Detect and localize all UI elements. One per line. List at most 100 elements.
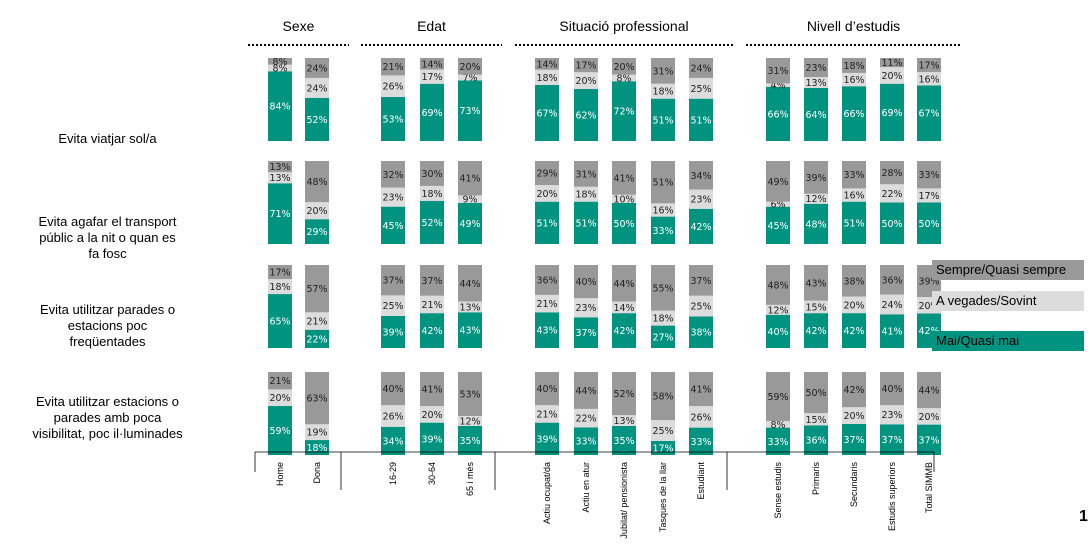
data-label-never: 42% [690, 222, 711, 233]
bar-segment-never [420, 313, 444, 348]
x-tick-label: Tasques de la llar [658, 462, 668, 532]
data-label-always: 63% [306, 394, 327, 405]
data-label-always: 24% [690, 63, 711, 74]
bar-segment-never [268, 71, 292, 141]
data-label-sometimes: 7% [462, 73, 477, 84]
bar-segment-never [917, 424, 941, 455]
bar-segment-always [535, 161, 559, 186]
bar-segment-always [880, 265, 904, 295]
bar-segment-always [612, 161, 636, 195]
bar-segment-always [420, 58, 444, 70]
bar-segment-always [804, 58, 828, 78]
bar-segment-sometimes [842, 72, 866, 87]
bar-segment-always [689, 372, 713, 407]
bar-segment-never [574, 427, 598, 455]
bar-segment-sometimes [842, 407, 866, 424]
data-label-always: 40% [575, 277, 596, 288]
bar-segment-always [305, 161, 329, 203]
data-label-never: 33% [575, 437, 596, 448]
bar-segment-sometimes [917, 408, 941, 425]
bar-segment-always [689, 161, 713, 190]
data-label-never: 42% [613, 326, 634, 337]
data-label-sometimes: 23% [575, 303, 596, 314]
data-label-always: 58% [652, 392, 673, 403]
data-label-never: 42% [805, 326, 826, 337]
data-label-always: 43% [805, 278, 826, 289]
bar-segment-sometimes [268, 279, 292, 295]
data-label-always: 39% [805, 173, 826, 184]
group-title: Edat [417, 18, 446, 34]
bar-segment-never [651, 216, 675, 244]
bar-segment-never [305, 97, 329, 141]
bar-segment-never [766, 427, 790, 455]
data-label-always: 44% [613, 279, 634, 290]
x-tick-label: Estudiant [696, 462, 706, 500]
bar-segment-sometimes [612, 415, 636, 426]
data-label-never: 73% [459, 106, 480, 117]
data-label-always: 50% [805, 388, 826, 399]
bar-segment-never [574, 89, 598, 141]
bar-segment-never [804, 313, 828, 348]
bar-segment-always [381, 161, 405, 188]
data-label-sometimes: 9% [462, 195, 477, 206]
bar-segment-always [535, 265, 559, 295]
legend-never: Mai/Quasi mai [932, 331, 1084, 351]
x-tick-label: 16-29 [388, 462, 398, 485]
bar-segment-always [305, 58, 329, 78]
data-label-always: 44% [459, 279, 480, 290]
data-label-always: 42% [843, 385, 864, 396]
data-label-sometimes: 4% [770, 81, 785, 92]
bar-segment-sometimes [305, 77, 329, 98]
x-tick-label: Estudis superiors [887, 462, 897, 532]
data-label-sometimes: 20% [918, 412, 939, 423]
data-label-never: 62% [575, 111, 596, 122]
bar-segment-sometimes [305, 424, 329, 441]
bar-segment-always [651, 58, 675, 84]
data-label-always: 23% [805, 63, 826, 74]
bar-segment-always [917, 58, 941, 73]
data-label-always: 34% [690, 171, 711, 182]
bar-segment-never [535, 422, 559, 455]
bar-segment-never [766, 314, 790, 348]
bar-segment-sometimes [420, 69, 444, 84]
bar-segment-sometimes [268, 64, 292, 72]
data-label-sometimes: 25% [382, 301, 403, 312]
data-label-sometimes: 14% [613, 303, 634, 314]
data-label-always: 40% [881, 384, 902, 395]
bar-segment-never [842, 86, 866, 141]
data-label-never: 17% [652, 443, 673, 454]
bar-segment-always [381, 58, 405, 76]
bar-segment-always [842, 372, 866, 408]
bar-segment-never [804, 87, 828, 141]
data-label-never: 36% [805, 436, 826, 447]
data-label-never: 66% [767, 109, 788, 120]
bar-segment-never [420, 200, 444, 244]
bar-segment-sometimes [458, 301, 482, 313]
page-number: 1 [1079, 508, 1088, 525]
bar-segment-sometimes [689, 189, 713, 209]
data-label-sometimes: 20% [421, 410, 442, 421]
data-label-never: 48% [805, 219, 826, 230]
bar-segment-never [651, 440, 675, 455]
data-label-sometimes: 17% [421, 72, 442, 83]
data-label-never: 38% [690, 328, 711, 339]
bar-segment-always [458, 58, 482, 75]
row-label-low-visibility-stops: Evita utilitzar estacions o parades amb … [32, 394, 183, 441]
bar-segment-sometimes [689, 406, 713, 428]
data-label-always: 28% [881, 168, 902, 179]
bar-segment-sometimes [804, 193, 828, 204]
bar-segment-never [612, 425, 636, 455]
x-tick-label: Primaris [811, 462, 821, 495]
legend-sometimes: A vegades/Sovint [932, 291, 1084, 311]
bar-segment-never [689, 316, 713, 348]
bar-segment-always [804, 161, 828, 194]
bar-segment-never [574, 317, 598, 348]
x-tick-label: Total SIMMB [924, 462, 934, 513]
bar-segment-always [458, 161, 482, 196]
x-tick-label: Actiu en atur [581, 462, 591, 513]
data-label-sometimes: 18% [575, 190, 596, 201]
bar-segment-never [804, 203, 828, 244]
data-label-always: 36% [881, 275, 902, 286]
bar-segment-sometimes [305, 312, 329, 330]
